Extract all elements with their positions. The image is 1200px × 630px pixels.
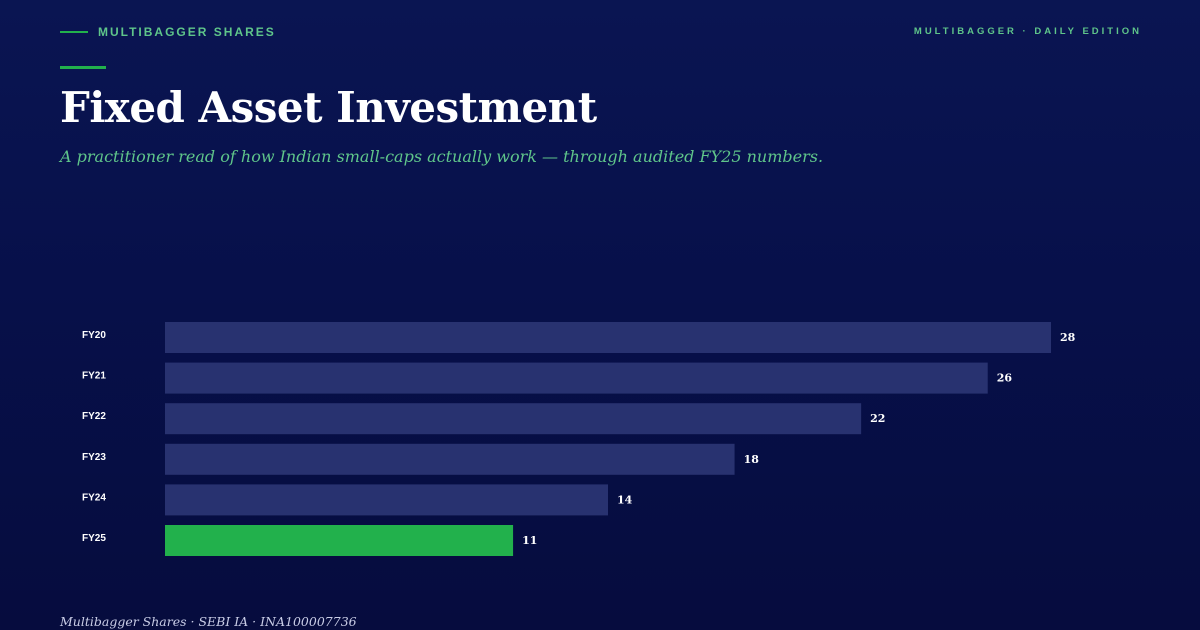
category-label-fy23: FY23	[82, 452, 106, 463]
footer-credit: Multibagger Shares · SEBI IA · INA100007…	[60, 614, 357, 629]
value-label-fy20: 28	[1060, 331, 1076, 344]
brand-name: MULTIBAGGER SHARES	[98, 25, 276, 39]
title-accent-rule	[60, 66, 106, 69]
value-label-fy21: 26	[997, 372, 1013, 385]
page-title: Fixed Asset Investment	[60, 83, 597, 132]
value-label-fy22: 22	[870, 412, 885, 425]
bar-fy23	[165, 443, 735, 475]
value-label-fy25: 11	[522, 534, 537, 547]
bar-fy24	[165, 484, 608, 516]
category-label-fy24: FY24	[82, 492, 106, 503]
category-label-fy22: FY22	[82, 411, 106, 422]
page-subtitle: A practitioner read of how Indian small-…	[60, 147, 824, 166]
bar-fy21	[165, 362, 988, 394]
bar-fy25	[165, 525, 514, 556]
bar-fy22	[165, 403, 862, 435]
value-label-fy23: 18	[744, 453, 760, 466]
brand: MULTIBAGGER SHARES	[60, 25, 276, 39]
brand-rule	[60, 31, 88, 33]
bar-fy20	[165, 322, 1051, 353]
category-label-fy21: FY21	[82, 371, 106, 382]
category-label-fy20: FY20	[82, 330, 106, 341]
value-label-fy24: 14	[617, 493, 633, 506]
category-label-fy25: FY25	[82, 533, 106, 544]
edition-label: MULTIBAGGER · DAILY EDITION	[913, 26, 1142, 37]
